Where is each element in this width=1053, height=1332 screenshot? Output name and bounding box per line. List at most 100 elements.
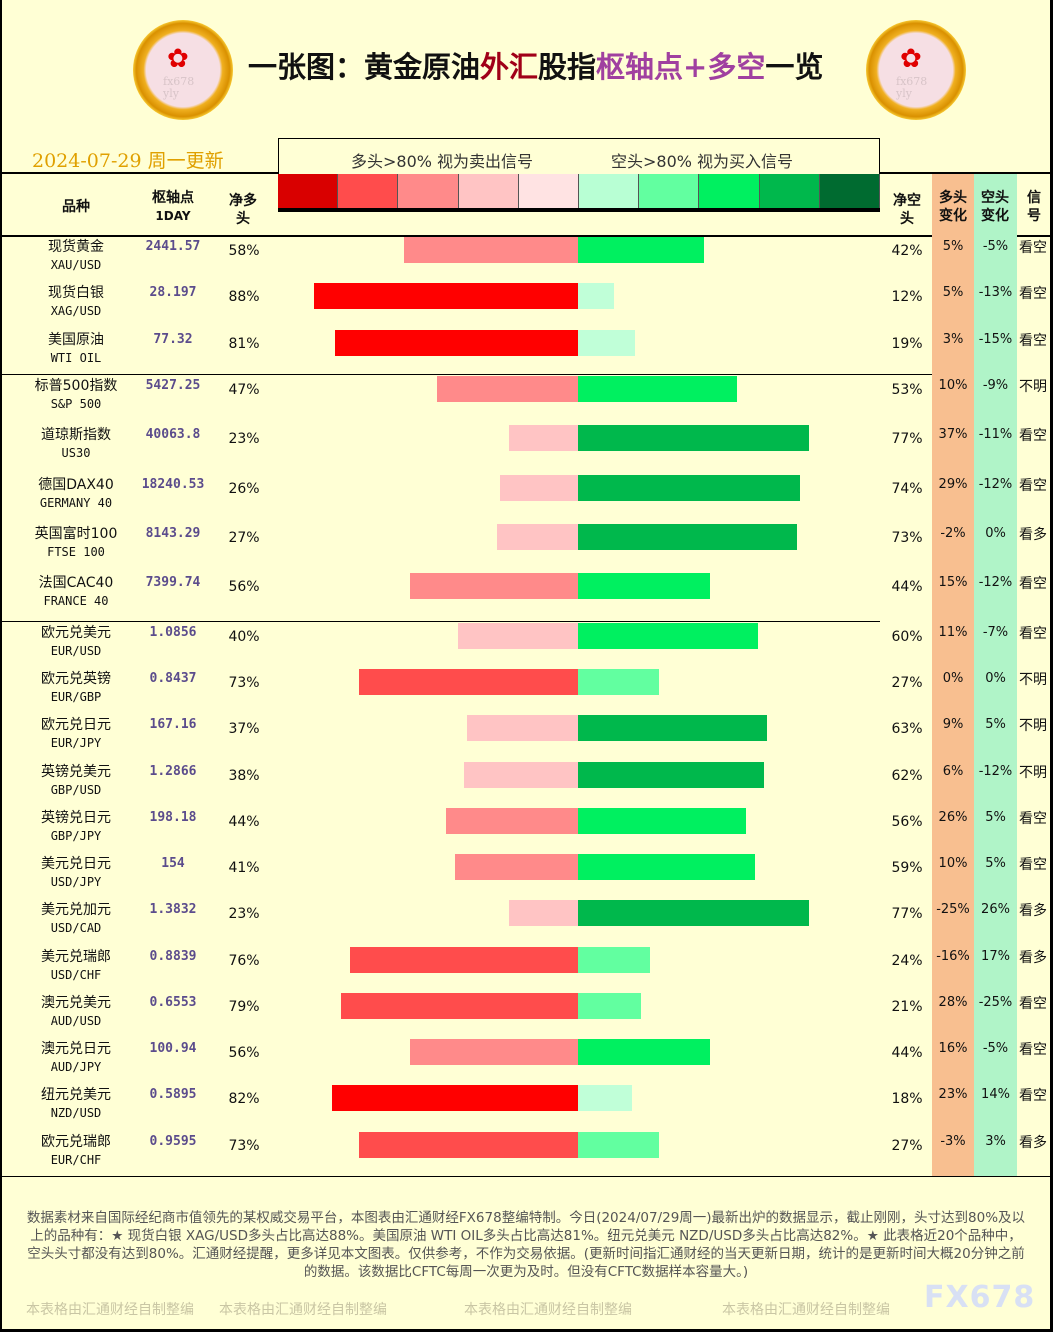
net-short-value: 74% [891, 480, 923, 497]
signal-value: 看多 [1019, 903, 1047, 920]
legend-swatch [518, 174, 580, 208]
net-long-value: 73% [228, 675, 260, 692]
instrument-name: 欧元兑瑞郎 EUR/CHF [0, 1133, 152, 1169]
instrument-code: GERMANY 40 [39, 495, 113, 510]
signal-value: 看空 [1019, 332, 1047, 349]
signal-value: 看空 [1019, 428, 1047, 445]
long-bar [509, 900, 578, 927]
legend-swatches [278, 174, 881, 212]
instrument-code: USD/CHF [50, 967, 102, 982]
long-change-value: 5% [942, 285, 964, 301]
signal-value: 看多 [1019, 1134, 1047, 1151]
short-change-value: 14% [981, 1087, 1010, 1103]
net-short-value: 59% [891, 860, 923, 877]
instrument-name: 英镑兑美元 GBP/USD [0, 763, 152, 799]
net-long-value: 73% [228, 1137, 260, 1154]
long-bar [446, 807, 578, 834]
table-bottom-line [0, 1175, 1053, 1178]
short-bar [578, 375, 737, 402]
signal-value: 看空 [1019, 1042, 1047, 1059]
instrument-code: FRANCE 40 [43, 594, 109, 609]
pivot-value: 1.0856 [149, 624, 197, 640]
net-short-value: 44% [891, 579, 923, 596]
long-change-value: 6% [942, 763, 964, 779]
title-segment: 一览 [765, 50, 824, 84]
long-bar [332, 1085, 578, 1112]
long-bar [500, 474, 578, 501]
instrument-name: 道琼斯指数 US30 [0, 426, 152, 462]
long-change-value: 26% [938, 809, 968, 825]
short-bar [578, 992, 641, 1019]
short-bar [578, 573, 710, 600]
long-change-band [932, 174, 974, 1177]
short-change-value: 17% [981, 948, 1010, 964]
col-long-change: 多头变化 [939, 190, 967, 224]
instrument-name: 美元兑瑞郎 USD/CHF [0, 948, 152, 984]
table-row: 美元兑加元 USD/CAD 1.3832 23% 77% -25% 26% 看多 [0, 899, 1053, 945]
instrument-cn-name: 德国DAX40 [38, 476, 114, 493]
instrument-cn-name: 英国富时100 [34, 526, 118, 543]
short-bar [578, 474, 800, 501]
long-change-value: 11% [938, 624, 968, 640]
col-net-long: 净多头 [229, 193, 257, 227]
short-bar [578, 329, 635, 356]
long-bar [458, 622, 578, 649]
instrument-cn-name: 美元兑瑞郎 [41, 948, 111, 965]
pivot-value: 1.3832 [149, 902, 197, 918]
signal-value: 看空 [1019, 286, 1047, 303]
long-change-value: 23% [938, 1087, 968, 1103]
short-bar [578, 1039, 710, 1066]
instrument-code: FTSE 100 [47, 545, 105, 560]
instrument-code: XAG/USD [50, 304, 102, 319]
short-bar [578, 283, 614, 310]
long-bar [410, 1039, 578, 1066]
instrument-name: 现货白银 XAG/USD [0, 284, 152, 320]
col-name: 品种 [62, 199, 90, 215]
pivot-value: 0.6553 [149, 994, 197, 1010]
instrument-code: EUR/JPY [50, 736, 102, 751]
net-long-value: 81% [228, 335, 260, 352]
instrument-name: 美元兑加元 USD/CAD [0, 901, 152, 937]
short-change-value: -15% [978, 331, 1013, 347]
table-row: 英国富时100 FTSE 100 8143.29 27% 73% -2% 0% 看多 [0, 523, 1053, 572]
table-row: 现货黄金 XAU/USD 2441.57 58% 42% 5% -5% 看空 [0, 236, 1053, 282]
table-row: 澳元兑美元 AUD/USD 0.6553 79% 21% 28% -25% 看空 [0, 992, 1053, 1038]
signal-value: 不明 [1019, 672, 1047, 689]
long-change-value: 9% [942, 717, 964, 733]
table-row: 欧元兑美元 EUR/USD 1.0856 40% 60% 11% -7% 看空 [0, 620, 1053, 668]
instrument-name: 欧元兑日元 EUR/JPY [0, 716, 152, 752]
legend-swatch [759, 174, 820, 208]
short-bar [578, 425, 809, 452]
instrument-cn-name: 纽元兑美元 [41, 1087, 111, 1104]
instrument-name: 英镑兑日元 GBP/JPY [0, 809, 152, 845]
footer-note: 数据素材来自国际经纪商市值领先的某权威交易平台，本图表由汇通财经FX678整编特… [26, 1210, 1026, 1280]
instrument-code: S&P 500 [50, 396, 102, 411]
net-short-value: 27% [891, 675, 923, 692]
instrument-cn-name: 法国CAC40 [38, 575, 114, 592]
instrument-cn-name: 欧元兑日元 [41, 717, 111, 734]
instrument-name: 标普500指数 S&P 500 [0, 377, 152, 413]
instrument-cn-name: 欧元兑英镑 [41, 671, 111, 688]
instrument-cn-name: 现货白银 [48, 285, 104, 302]
long-change-value: 37% [938, 427, 968, 443]
long-change-value: 15% [938, 575, 968, 591]
instrument-cn-name: 英镑兑日元 [41, 809, 111, 826]
net-short-value: 77% [891, 431, 923, 448]
short-bar [578, 1131, 659, 1158]
long-change-value: 0% [942, 671, 964, 687]
short-change-band [974, 174, 1017, 1177]
table-row: 德国DAX40 GERMANY 40 18240.53 26% 74% 29% -12% 看空 [0, 474, 1053, 523]
net-short-value: 73% [891, 530, 923, 547]
watermark: 本表格由汇通财经自制整编 [464, 1302, 632, 1318]
net-long-value: 79% [228, 998, 260, 1015]
long-change-value: 10% [938, 377, 968, 393]
pivot-value: 198.18 [149, 809, 197, 825]
net-long-value: 82% [228, 1091, 260, 1108]
group-separator [0, 620, 880, 623]
signal-value: 看空 [1019, 625, 1047, 642]
instrument-cn-name: 标普500指数 [34, 377, 118, 394]
signal-value: 看空 [1019, 477, 1047, 494]
signal-value: 看空 [1019, 995, 1047, 1012]
long-bar [359, 669, 578, 696]
pivot-value: 154 [161, 856, 185, 872]
